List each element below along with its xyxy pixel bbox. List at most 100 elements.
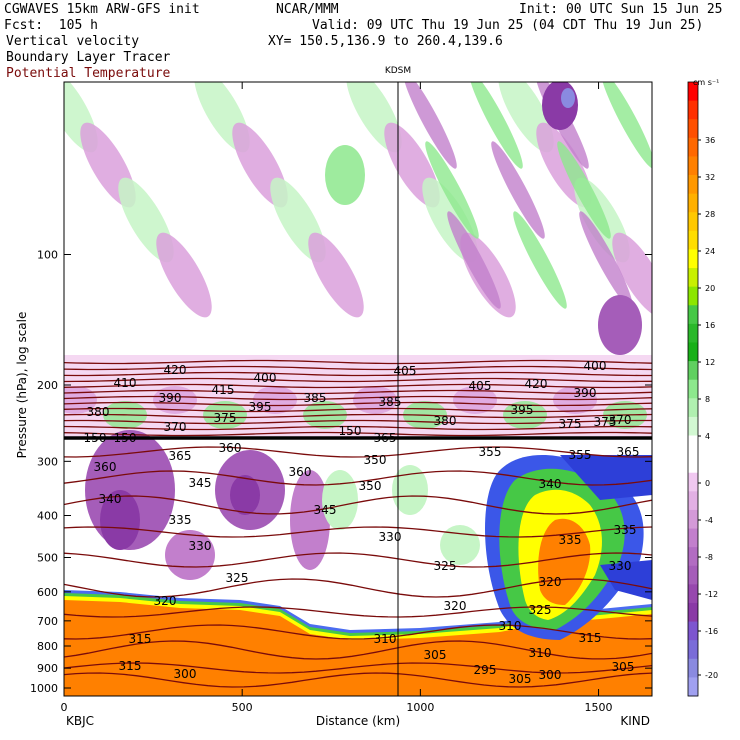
colorbar-tick-label: 20 (705, 284, 715, 293)
field-potential-temperature: Potential Temperature (6, 66, 171, 81)
colorbar-tick-label: 32 (705, 173, 715, 182)
theta-contour (64, 371, 652, 377)
contour-label: 405 (469, 379, 492, 393)
contour-label: 305 (509, 672, 532, 686)
y-tick-label: 1000 (30, 682, 58, 695)
colorbar-band (688, 82, 698, 102)
y-tick-label: 800 (37, 640, 58, 653)
contour-label: 150 (339, 424, 362, 438)
colorbar-band (688, 286, 698, 306)
colorbar-band (688, 119, 698, 139)
contour-label: 380 (87, 405, 110, 419)
contour-label: 310 (529, 646, 552, 660)
wave-band (447, 211, 501, 309)
contour-label: 355 (569, 448, 592, 462)
contour-label: 335 (614, 523, 637, 537)
x-axis: 0 500 1000 1500 (61, 82, 613, 714)
plot-frame (63, 81, 653, 697)
contour-label: 330 (379, 530, 402, 544)
contour-label: 360 (219, 441, 242, 455)
contour-label: 330 (189, 539, 212, 553)
colorbar-tick-label: 24 (705, 247, 715, 256)
colorbar-band (688, 472, 698, 492)
right-station-label: KIND (620, 714, 650, 728)
theta-contour (64, 419, 652, 425)
contour-label: 350 (359, 479, 382, 493)
colorbar-band (688, 602, 698, 623)
colorbar-band (688, 156, 698, 176)
contour-label: 380 (434, 414, 457, 428)
wave-band (612, 232, 652, 318)
colorbar-tick-label: 16 (705, 321, 715, 330)
colorbar-band (688, 212, 698, 232)
wave-band (308, 232, 364, 318)
contour-label: 350 (364, 453, 387, 467)
wave-band (425, 141, 479, 239)
colorbar-band (688, 268, 698, 288)
colorbar-band (688, 249, 698, 269)
contour-label: 150 (114, 431, 137, 445)
cross-section-coords: XY= 150.5,136.9 to 260.4,139.6 (268, 34, 503, 49)
contour-label: 375 (214, 411, 237, 425)
colorbar-band (688, 361, 698, 381)
forecast-hour: Fcst: 105 h (4, 18, 98, 33)
colorbar-band (688, 342, 698, 362)
colorbar-band (688, 658, 698, 678)
theta-contour (64, 401, 652, 407)
contour-label: 365 (169, 449, 192, 463)
contour-label: 360 (289, 465, 312, 479)
y-tick-label: 500 (37, 552, 58, 565)
colorbar-tick-label: -12 (705, 590, 718, 599)
contour-label: 385 (379, 395, 402, 409)
contour-label: 370 (609, 413, 632, 427)
colorbar-tick-label: 28 (705, 210, 715, 219)
contour-label: 420 (164, 363, 187, 377)
colorbar-band (688, 547, 698, 567)
colorbar: 36 32 28 24 20 16 12 8 4 0 -4 -8 -12 -16 -20 (687, 81, 718, 697)
theta-contour (64, 407, 652, 413)
contour-label: 390 (574, 386, 597, 400)
wave-band (513, 211, 567, 309)
field-boundary-layer-tracer: Boundary Layer Tracer (6, 50, 171, 65)
downdraft-cell (100, 490, 140, 550)
x-tick-label: 500 (232, 701, 253, 714)
wave-band (469, 82, 523, 169)
theta-contour (64, 446, 652, 458)
y-axis-label: Pressure (hPa), log scale (15, 312, 29, 459)
x-tick-label: 0 (61, 701, 68, 714)
theta-contour (64, 672, 652, 688)
tropopause-cell (203, 401, 247, 429)
y-tick-label: 100 (37, 249, 58, 262)
theta-contour (64, 413, 652, 419)
theta-contour (64, 359, 652, 365)
updraft-cell (392, 465, 428, 515)
contour-label: 405 (394, 364, 417, 378)
theta-contour-labels: 420 405 400 410 415 400 405 420 390 385 395 390 385 3… (84, 359, 640, 686)
colorbar-unit: cm s⁻¹ (693, 78, 719, 87)
contour-label: 320 (154, 594, 177, 608)
y-axis: 100 200 300 400 500 600 700 800 900 1000 (30, 249, 652, 695)
colorbar-band (688, 323, 698, 343)
downdraft-cell (165, 530, 215, 580)
y-tick-label: 700 (37, 615, 58, 628)
theta-contour (64, 662, 652, 674)
updraft-core (561, 88, 575, 108)
contour-label: 390 (159, 391, 182, 405)
contour-label: 395 (249, 400, 272, 414)
contour-label: 365 (617, 445, 640, 459)
valid-time: Valid: 09 UTC Thu 19 Jun 25 (04 CDT Thu … (312, 18, 704, 33)
contour-label: 420 (525, 377, 548, 391)
colorbar-band (688, 528, 698, 548)
colorbar-tick-label: 8 (705, 395, 710, 404)
theta-contour (64, 578, 652, 598)
y-tick-label: 400 (37, 509, 58, 522)
wave-band (557, 141, 611, 239)
contour-label: 305 (424, 648, 447, 662)
colorbar-band (688, 435, 698, 455)
contour-label: 340 (99, 492, 122, 506)
contour-label: 310 (374, 632, 397, 646)
colorbar-band (688, 379, 698, 399)
contour-label: 305 (612, 660, 635, 674)
downdraft-cell (230, 475, 260, 515)
colorbar-tick-label: -4 (705, 516, 713, 525)
